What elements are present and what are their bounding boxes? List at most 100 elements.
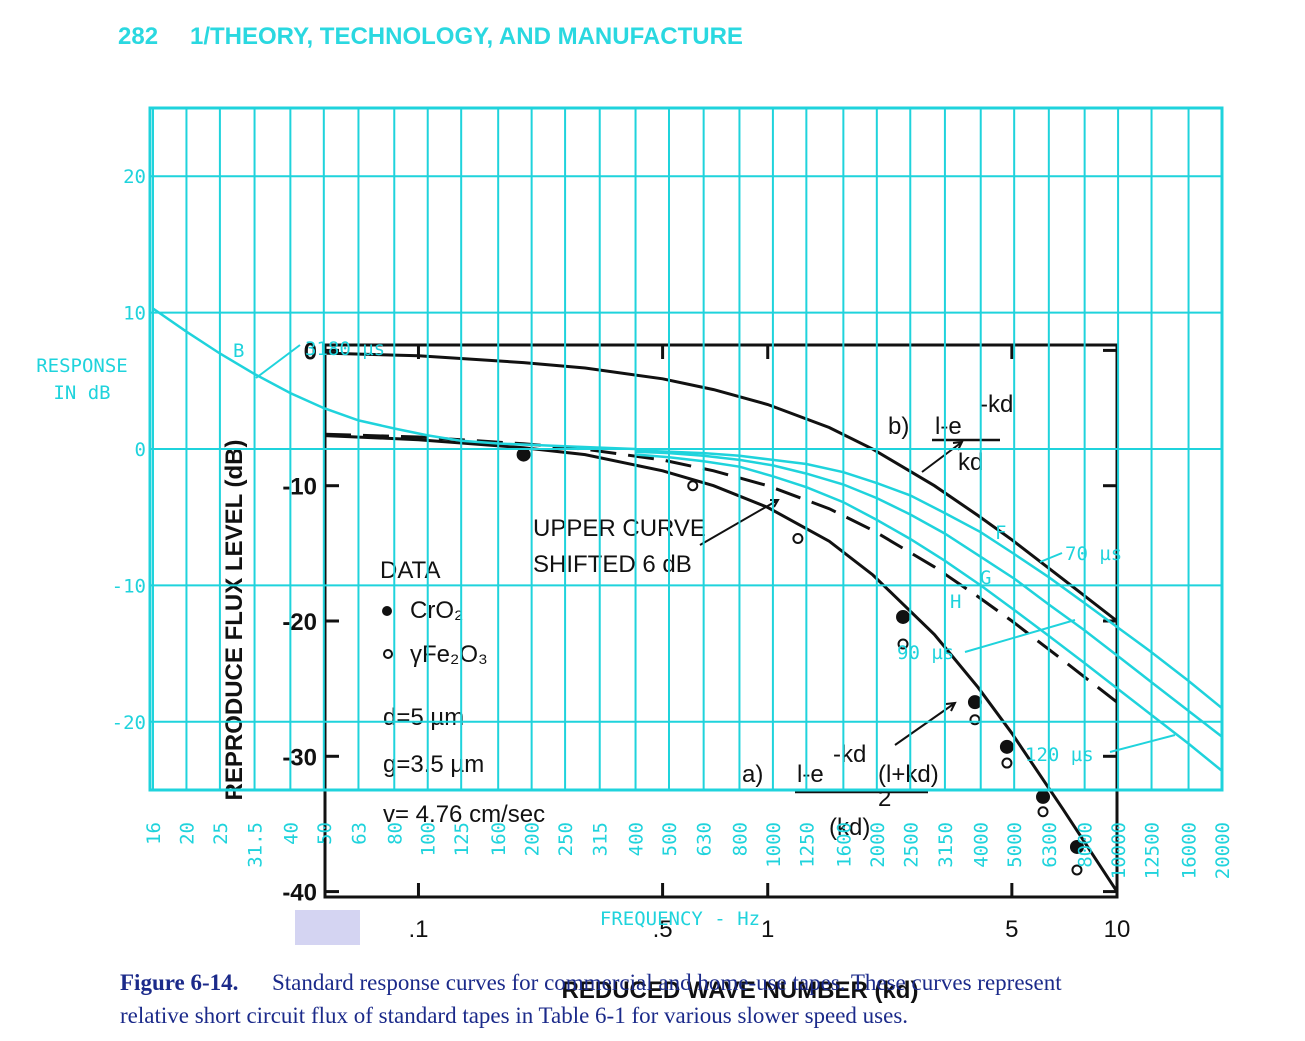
leader-line: [1039, 552, 1063, 563]
x-tick-label: 1000: [763, 822, 785, 868]
y-axis-label: REPRODUCE FLUX LEVEL (dB): [221, 440, 248, 801]
y-tick-label: -10: [282, 474, 317, 501]
x-tick-label: 2000: [867, 822, 889, 868]
data-point: [516, 447, 531, 462]
x-tick-label: 20000: [1212, 822, 1234, 879]
x-tick-label: 40: [280, 822, 302, 845]
series-label: 70 µs: [1065, 543, 1122, 565]
x-tick-label: 100: [418, 822, 440, 856]
annotation: G: [980, 567, 991, 589]
x-tick-label: 1: [761, 916, 774, 943]
annotation: g=3.5 µm: [383, 751, 484, 778]
x-tick-label: 5000: [1004, 822, 1026, 868]
x-tick-label: 800: [729, 822, 751, 856]
series-label: b): [888, 413, 909, 440]
x-tick-label: 4000: [971, 822, 993, 868]
annotation: F: [995, 522, 1006, 544]
leader-line: [1109, 734, 1176, 753]
legend-marker: [382, 606, 392, 616]
y-tick-label: -20: [282, 609, 317, 636]
curve: [324, 351, 1118, 623]
annotation: kd: [958, 449, 983, 476]
data-point: [999, 739, 1014, 754]
x-tick-label: 500: [659, 822, 681, 856]
data-point: [792, 532, 804, 544]
x-tick-label: 3150: [935, 822, 957, 868]
y-tick-label: -20: [112, 712, 146, 734]
data-point: [1001, 757, 1013, 769]
x-tick-label: 2500: [900, 822, 922, 868]
x-tick-label: 31.5: [245, 822, 267, 868]
x-tick-label: 400: [626, 822, 648, 856]
y-tick-label: 0: [304, 338, 317, 365]
data-point: [896, 609, 911, 624]
x-tick-label: 63: [348, 822, 370, 845]
series-label: 120 µs: [1025, 744, 1094, 766]
x-tick-label: 12500: [1142, 822, 1164, 879]
x-tick-label: 20: [176, 822, 198, 845]
data-point: [897, 638, 909, 650]
series-label: γFe₂O₃: [410, 641, 488, 668]
y-tick-label: 0: [135, 439, 146, 461]
x-axis-label: FREQUENCY - Hz: [600, 908, 760, 930]
data-point: [1069, 839, 1084, 854]
leader-arrow: [921, 440, 964, 473]
annotation: DATA: [380, 557, 440, 584]
annotation: H: [950, 591, 961, 613]
data-point: [1037, 806, 1049, 818]
x-tick-label: 1250: [796, 822, 818, 868]
x-tick-label: .1: [408, 916, 428, 943]
annotation: (kd): [829, 814, 870, 841]
series-label: 90 µs: [897, 642, 954, 664]
data-point: [687, 480, 699, 492]
x-tick-label: .5: [653, 916, 673, 943]
series-label: CrO₂: [410, 597, 463, 624]
annotation: -kd: [980, 391, 1013, 418]
annotation: d=5 µm: [383, 704, 464, 731]
annotation: l-e: [935, 413, 962, 440]
y-axis-label: RESPONSE: [36, 355, 128, 377]
annotation: -kd: [833, 741, 866, 768]
caption-line: Standard response curves for commercial …: [272, 970, 1062, 995]
x-tick-label: 630: [694, 822, 716, 856]
x-tick-label: 50: [314, 822, 336, 845]
x-tick-label: 10000: [1108, 822, 1130, 879]
x-tick-label: 250: [555, 822, 577, 856]
y-axis-label: IN dB: [53, 382, 110, 404]
data-point: [967, 695, 982, 710]
annotation: B: [233, 340, 244, 362]
page-number: 282: [118, 23, 158, 50]
leader-line: [964, 619, 1076, 653]
annotation: SHIFTED 6 dB: [533, 551, 692, 578]
annotation: v= 4.76 cm/sec: [383, 801, 545, 828]
x-tick-label: 16: [143, 822, 165, 845]
x-tick-label: 5: [1005, 916, 1018, 943]
leader-arrow: [894, 701, 957, 746]
annotation: l-e: [797, 761, 824, 788]
response-chart: 16 20 25 31.5 40 50 63 80 100 125 160 200 250 315 400 5…: [36, 106, 1234, 930]
caption-line: relative short circuit flux of standard …: [120, 1003, 908, 1028]
scan-mark: [295, 910, 360, 945]
x-axis-label: REDUCED WAVE NUMBER (kd): [562, 977, 919, 1004]
series-label: 3180 µs: [305, 338, 385, 360]
leader-line: [255, 344, 301, 379]
y-tick-label: 20: [123, 166, 146, 188]
annotation: UPPER CURVE: [533, 515, 706, 542]
y-tick-label: 10: [123, 303, 146, 325]
y-tick-label: -30: [282, 744, 317, 771]
x-tick-label: 80: [384, 822, 406, 845]
x-tick-label: 25: [210, 822, 232, 845]
series-label: a): [742, 761, 763, 788]
y-tick-label: -40: [282, 880, 317, 907]
curve: [152, 307, 636, 451]
curve: [635, 450, 1223, 738]
data-point: [1071, 864, 1083, 876]
legend-marker: [383, 649, 393, 659]
x-tick-label: 125: [451, 822, 473, 856]
x-tick-label: 200: [522, 822, 544, 856]
x-tick-label: 160: [488, 822, 510, 856]
x-tick-label: 315: [590, 822, 612, 856]
caption-label: Figure 6-14.: [120, 970, 238, 995]
